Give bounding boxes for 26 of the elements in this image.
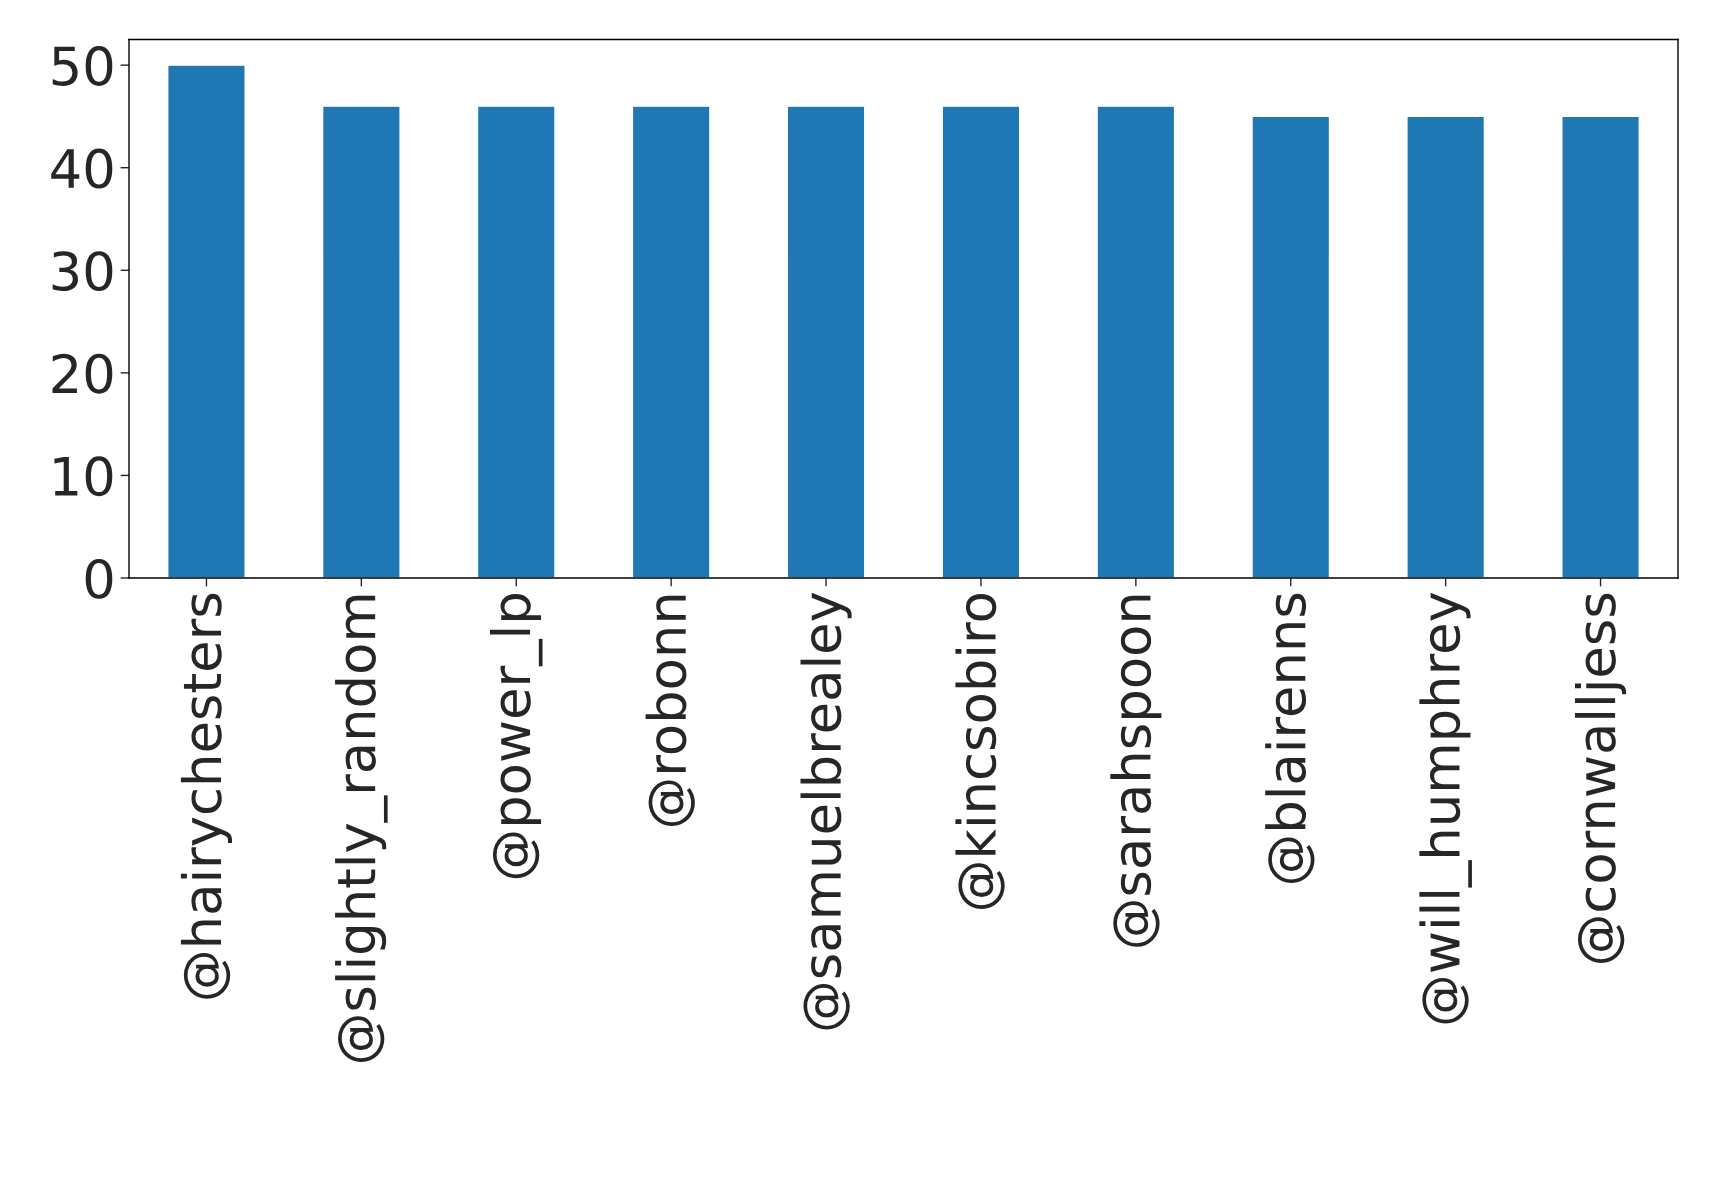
x-tick-label: @cornwalljess	[1575, 593, 1627, 963]
x-tick-label: @samuelbrealey	[800, 592, 852, 1030]
x-tick-label: @blairenns	[1265, 593, 1315, 884]
x-tick-label: @will_humphrey	[1419, 592, 1472, 1024]
bar	[631, 105, 711, 578]
x-tick-label: @power_lp	[489, 594, 543, 879]
bar	[786, 105, 866, 578]
y-tick-label: 30	[52, 251, 113, 292]
bar	[476, 105, 556, 578]
x-tick-label: @hairychesters	[180, 593, 232, 999]
x-tick-label: @kincsobiro	[955, 594, 1005, 909]
y-tick-label: 0	[85, 558, 113, 599]
bar	[1406, 115, 1486, 578]
x-tick-label: @robonn	[645, 595, 695, 826]
x-tick-label: @slightly_random	[335, 595, 388, 1062]
y-tick-label: 50	[52, 46, 113, 86]
bar	[1561, 115, 1640, 578]
y-tick-label: 10	[54, 456, 113, 497]
y-tick-label: 20	[52, 353, 113, 394]
bar	[1251, 115, 1331, 578]
x-tick-label: @sarahspoon	[1110, 595, 1162, 947]
bar	[321, 105, 401, 578]
bar	[167, 64, 246, 578]
y-tick-label: 40	[51, 148, 113, 189]
bar	[1096, 105, 1176, 578]
bar	[941, 105, 1021, 578]
